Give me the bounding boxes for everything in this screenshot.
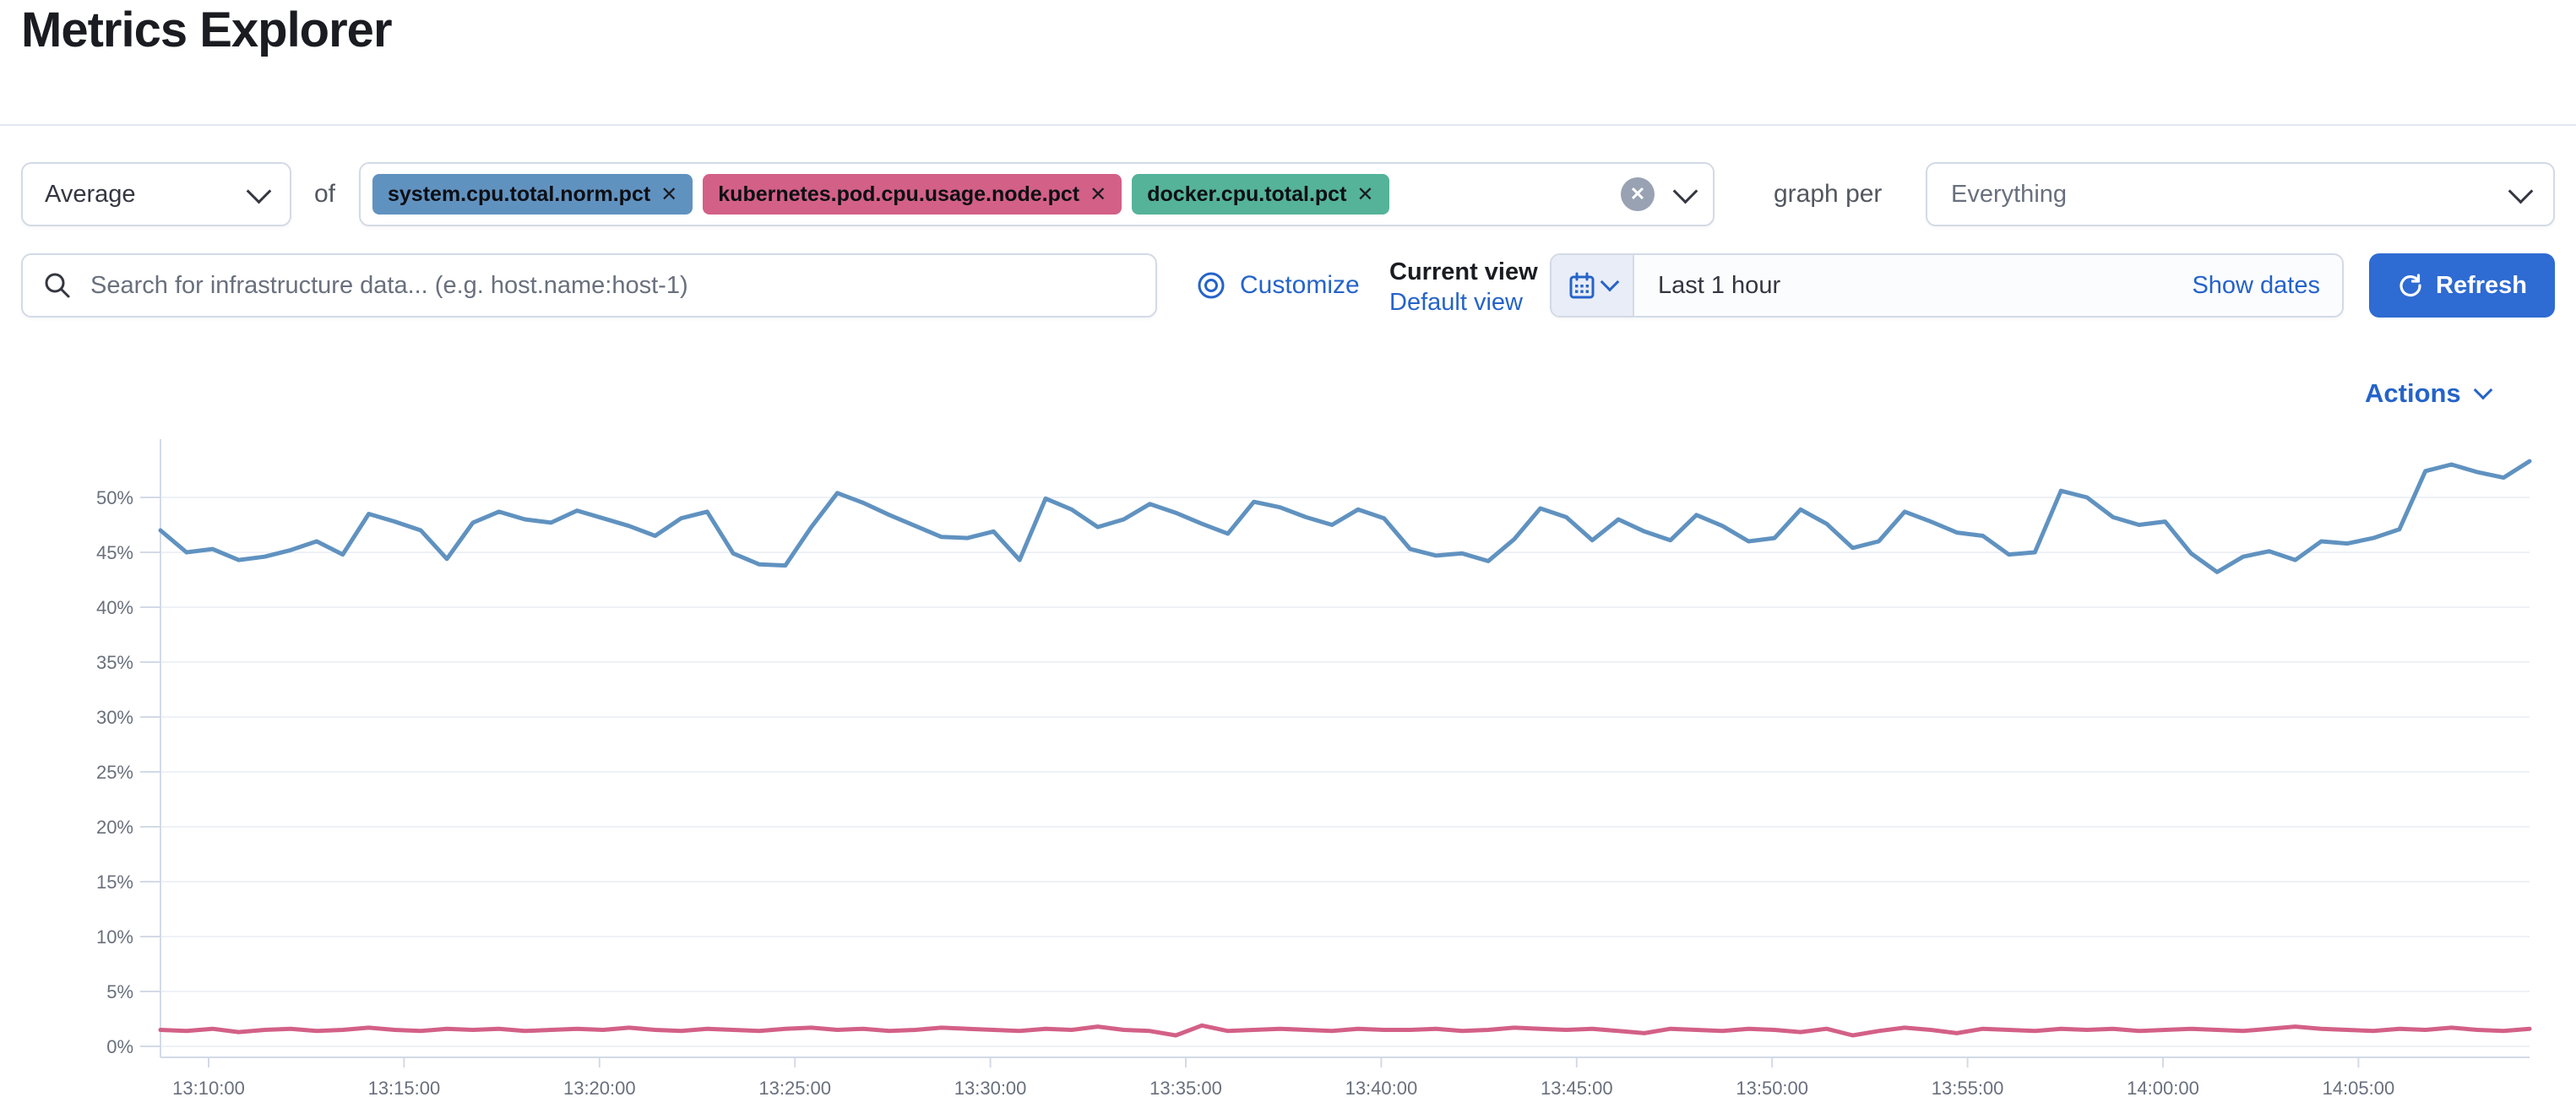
chart-line-1	[158, 1023, 2532, 1038]
chart-line-0	[158, 459, 2532, 574]
aggregation-value: Average	[45, 180, 136, 208]
x-axis-label: 13:20:00	[563, 1078, 636, 1099]
y-axis-label: 30%	[96, 707, 133, 728]
graph-per-label: graph per	[1774, 180, 1883, 208]
date-picker[interactable]: Last 1 hour Show dates	[1550, 253, 2344, 318]
customize-label: Customize	[1240, 271, 1360, 299]
x-axis-label: 13:25:00	[758, 1078, 831, 1099]
y-axis-label: 15%	[96, 872, 133, 893]
x-axis-label: 13:35:00	[1149, 1078, 1222, 1099]
y-axis-label: 5%	[106, 981, 133, 1002]
actions-label: Actions	[2365, 378, 2461, 408]
x-axis-label: 13:10:00	[172, 1078, 245, 1099]
x-axis-label: 13:45:00	[1541, 1078, 1613, 1099]
y-axis-label: 0%	[106, 1036, 133, 1057]
metrics-chart-svg: 0% 5% 10% 15% 20% 25% 30% 35% 40% 45% 50% 13:10:00 1…	[96, 439, 2532, 1099]
y-axis-label: 35%	[96, 652, 133, 673]
show-dates-button[interactable]: Show dates	[2192, 271, 2320, 299]
x-axis-label: 13:30:00	[954, 1078, 1027, 1099]
remove-metric-icon[interactable]: ✕	[660, 182, 678, 206]
group-by-select[interactable]: Everything	[1926, 162, 2555, 226]
refresh-icon	[2399, 274, 2421, 297]
time-range-value: Last 1 hour	[1658, 271, 1781, 299]
y-axis-label: 40%	[96, 597, 133, 618]
chevron-down-icon	[2473, 380, 2493, 400]
chevron-down-icon	[2508, 178, 2534, 204]
chevron-down-icon	[246, 178, 272, 204]
y-axis-label: 50%	[96, 487, 133, 508]
refresh-label: Refresh	[2436, 271, 2527, 299]
metric-badge[interactable]: docker.cpu.total.pct ✕	[1132, 174, 1389, 215]
x-axis-label: 14:05:00	[2323, 1078, 2395, 1099]
actions-menu-button[interactable]: Actions	[2365, 378, 2493, 409]
page-title: Metrics Explorer	[21, 3, 393, 57]
metrics-combobox[interactable]: system.cpu.total.norm.pct ✕ kubernetes.p…	[359, 162, 1715, 226]
of-label: of	[314, 180, 336, 208]
default-view-link[interactable]: Default view	[1389, 289, 1523, 316]
chevron-down-icon	[1600, 272, 1620, 292]
search-input[interactable]	[89, 270, 1135, 301]
group-by-value: Everything	[1951, 180, 2068, 208]
y-axis-label: 20%	[96, 817, 133, 838]
y-axis-label: 45%	[96, 542, 133, 563]
x-axis-label: 13:40:00	[1345, 1078, 1418, 1099]
close-icon: ✕	[1629, 183, 1646, 204]
metric-badge-label: system.cpu.total.norm.pct	[388, 182, 651, 206]
metrics-chart[interactable]: 0% 5% 10% 15% 20% 25% 30% 35% 40% 45% 50% 13:10:00 1…	[0, 422, 2576, 1108]
x-axis-label: 13:50:00	[1736, 1078, 1808, 1099]
x-axis-label: 13:15:00	[368, 1078, 441, 1099]
search-icon	[45, 273, 70, 298]
metric-badge-label: docker.cpu.total.pct	[1147, 182, 1347, 206]
calendar-icon	[1569, 272, 1595, 299]
date-picker-quick-menu[interactable]	[1552, 255, 1634, 316]
metric-badge[interactable]: system.cpu.total.norm.pct ✕	[372, 174, 693, 215]
y-axis-label: 25%	[96, 762, 133, 783]
x-axis-label: 13:55:00	[1932, 1078, 2004, 1099]
clear-all-metrics-button[interactable]: ✕	[1621, 177, 1655, 211]
remove-metric-icon[interactable]: ✕	[1090, 182, 1107, 206]
remove-metric-icon[interactable]: ✕	[1356, 182, 1374, 206]
aggregation-select[interactable]: Average	[21, 162, 291, 226]
current-view-label: Current view	[1389, 258, 1538, 285]
customize-button[interactable]: Customize	[1196, 253, 1360, 318]
y-axis-label: 10%	[96, 926, 133, 948]
chevron-down-icon[interactable]	[1672, 178, 1698, 204]
metric-badge-label: kubernetes.pod.cpu.usage.node.pct	[718, 182, 1080, 206]
x-axis-label: 14:00:00	[2127, 1078, 2199, 1099]
customize-eye-icon	[1198, 272, 1225, 299]
header-divider	[0, 124, 2576, 126]
view-block: Current view Default view	[1389, 257, 1538, 318]
refresh-button[interactable]: Refresh	[2369, 253, 2555, 318]
search-box[interactable]	[21, 253, 1157, 318]
metric-badge[interactable]: kubernetes.pod.cpu.usage.node.pct ✕	[703, 174, 1122, 215]
